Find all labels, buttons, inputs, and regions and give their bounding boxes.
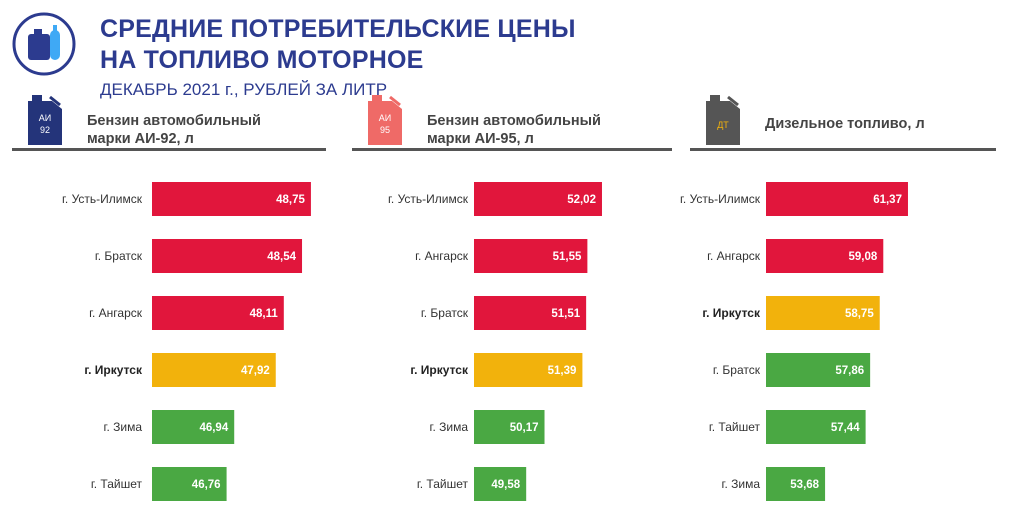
panel-ai92: АИ 92 Бензин автомобильный марки АИ-92, … [12,90,330,520]
can-label-top: ДТ [717,120,729,130]
bar [152,410,235,444]
category-label: г. Братск [95,249,143,263]
bar-value-label: 46,94 [199,422,228,434]
category-label: г. Усть-Илимск [680,192,761,206]
bar [766,296,880,330]
category-label: г. Тайшет [91,477,143,491]
bar [474,296,587,330]
divider [690,148,996,151]
page-subtitle: ДЕКАБРЬ 2021 г., РУБЛЕЙ ЗА ЛИТР [100,80,388,99]
bar [766,239,884,273]
divider [12,148,326,151]
category-label: г. Тайшет [709,420,761,434]
bar-value-label: 50,17 [510,422,539,434]
bar-chart-ai95: г. Усть-Илимск 52,02 г. Ангарск 51,55 г. Бра… [388,182,602,501]
bar [152,296,284,330]
bar-value-label: 48,11 [250,308,279,320]
bar [474,353,583,387]
category-label: г. Братск [713,363,761,377]
panel-ai95: АИ 95 Бензин автомобильный марки АИ-95, … [352,90,672,520]
bar [152,353,276,387]
category-label: г. Зима [722,477,761,491]
panel-label-line-1: Дизельное топливо, л [765,116,925,132]
category-label: г. Иркутск [84,363,143,377]
bar-value-label: 57,86 [835,365,864,377]
bar-value-label: 48,75 [276,194,305,206]
panel-label-line-1: Бензин автомобильный [427,113,601,129]
can-label-bottom: 92 [40,125,50,135]
bar-value-label: 59,08 [849,251,878,263]
category-label: г. Ангарск [415,249,469,263]
bar [152,467,227,501]
bar-value-label: 57,44 [831,422,860,434]
category-label: г. Ангарск [707,249,761,263]
category-label: г. Зима [104,420,143,434]
panel-label: Бензин автомобильный марки АИ-95, л [427,112,601,148]
bar-chart-diesel: г. Усть-Илимск 61,37 г. Ангарск 59,08 г. Ирк… [680,182,908,501]
category-label: г. Усть-Илимск [62,192,143,206]
bar [766,182,908,216]
fuel-can-dt-icon: ДТ [706,95,740,145]
bar [474,410,545,444]
fuel-canister-logo-icon [12,12,76,76]
panel-label-line-2: марки АИ-92, л [87,131,194,147]
bar [766,410,866,444]
bar-chart-ai92: г. Усть-Илимск 48,75 г. Братск 48,54 г. Анга… [62,182,311,501]
title-line-1: СРЕДНИЕ ПОТРЕБИТЕЛЬСКИЕ ЦЕНЫ [100,15,576,43]
category-label: г. Ангарск [89,306,143,320]
can-label-bottom: 95 [380,125,390,135]
bar-value-label: 47,92 [241,365,270,377]
can-label-top: АИ [379,113,391,123]
panel-diesel: ДТ Дизельное топливо, л г. Усть-Илимск 61… [680,90,998,520]
divider [352,148,672,151]
page-title: СРЕДНИЕ ПОТРЕБИТЕЛЬСКИЕ ЦЕНЫ НА ТОПЛИВО … [100,14,576,76]
fuel-can-ai95-icon: АИ 95 [368,95,402,145]
bar [152,182,311,216]
panel-label: Дизельное топливо, л [765,115,925,133]
bar [474,239,588,273]
bar-value-label: 51,55 [553,251,582,263]
panel-label: Бензин автомобильный марки АИ-92, л [87,112,261,148]
category-label: г. Усть-Илимск [388,192,469,206]
category-label: г. Иркутск [410,363,469,377]
bar-value-label: 52,02 [567,194,596,206]
category-label: г. Братск [421,306,469,320]
bar-value-label: 58,75 [845,308,874,320]
bar-value-label: 49,58 [491,479,520,491]
panel-label-line-2: марки АИ-95, л [427,131,534,147]
bar [152,239,303,273]
bar-value-label: 46,76 [192,479,221,491]
title-line-2: НА ТОПЛИВО МОТОРНОЕ [100,46,424,74]
bar-value-label: 48,54 [267,251,296,263]
bar [766,467,826,501]
bar-value-label: 61,37 [873,194,902,206]
bar-value-label: 53,68 [790,479,819,491]
bar [474,182,602,216]
bar-value-label: 51,51 [551,308,580,320]
panel-label-line-1: Бензин автомобильный [87,113,261,129]
bar-value-label: 51,39 [548,365,577,377]
can-label-top: АИ [39,113,51,123]
category-label: г. Иркутск [702,306,761,320]
category-label: г. Зима [430,420,469,434]
bar [766,353,871,387]
bar [474,467,527,501]
fuel-can-ai92-icon: АИ 92 [28,95,62,145]
category-label: г. Тайшет [417,477,469,491]
